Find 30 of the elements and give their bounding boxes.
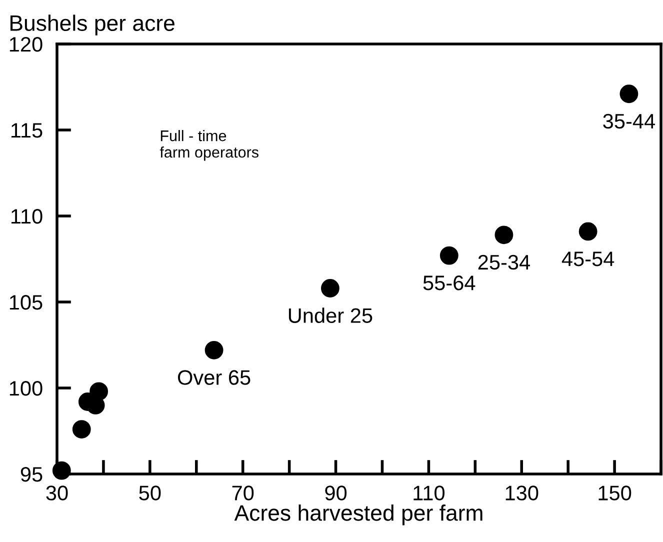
point [72,420,91,438]
annotation: 25-34 [478,254,530,270]
y-tick-label: 105 [10,295,42,310]
point [494,226,514,244]
annotation: Over 65 [178,370,250,385]
x-tick-label: 70 [232,486,254,500]
point [204,340,224,360]
x-tick-label: 130 [506,486,538,500]
annotation: 45-54 [562,252,614,266]
y-tick-label: 100 [10,381,42,396]
x-tick-label: 150 [598,486,632,500]
x-tick-label: 50 [139,486,161,500]
point [440,246,458,265]
point [578,222,598,241]
point [321,279,340,298]
x-tick-label: 30 [46,486,68,500]
x-axis-title: Acres harvested per farm [234,504,482,526]
annotation: 55-64 [423,276,476,290]
point [90,382,108,401]
x-tick-label: 110 [414,486,444,500]
y-tick-label: 120 [10,37,42,52]
y-tick-label: 115 [11,123,42,138]
annotation: Under 25 [288,308,372,323]
annotation: 35-44 [603,114,655,129]
y-axis-title: Bushels per acre [10,14,174,36]
y-tick-label: 95 [20,467,42,482]
annotation: Full - time farm operators [160,130,258,161]
point [620,84,638,104]
x-tick-label: 90 [325,486,347,500]
y-tick-label: 110 [11,209,42,224]
